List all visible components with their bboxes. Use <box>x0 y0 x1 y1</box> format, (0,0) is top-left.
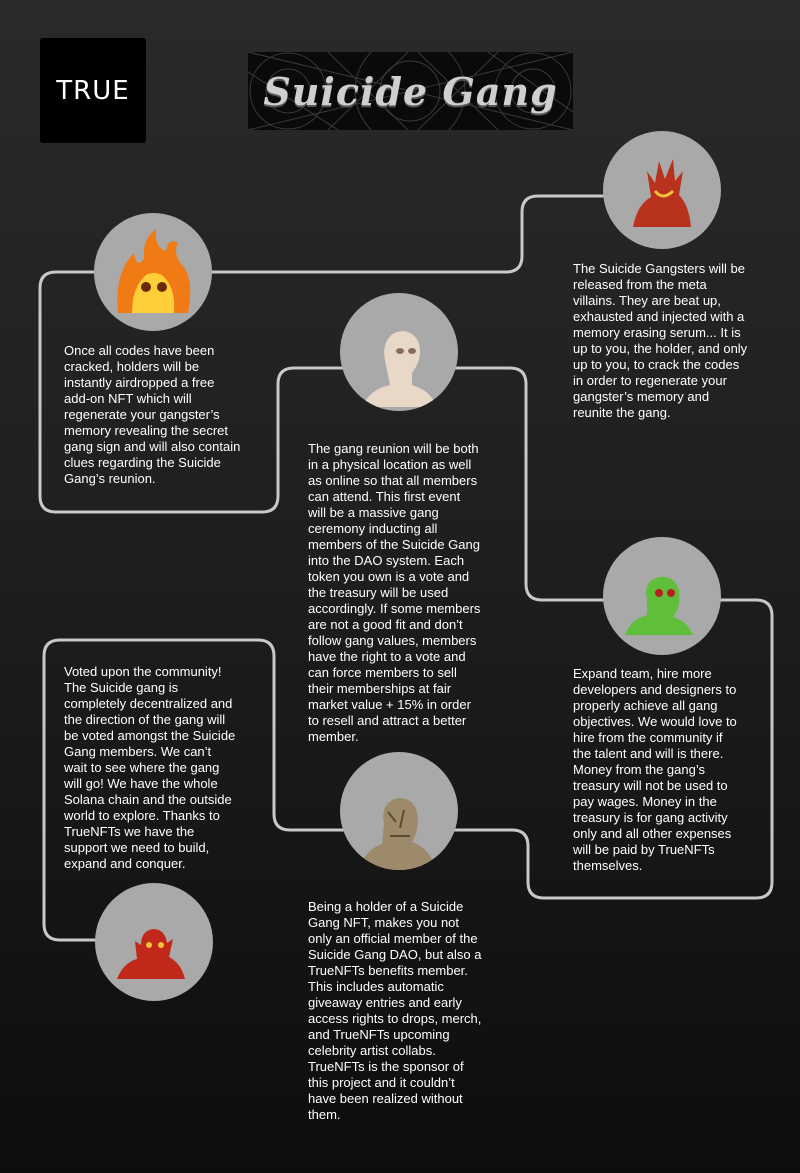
red-devil-head-icon <box>117 929 185 979</box>
roadmap-step-6-text: Voted upon the community! The Suicide ga… <box>64 664 236 871</box>
rock-creature-head-icon <box>360 798 436 870</box>
pale-alien-head-icon <box>362 331 436 407</box>
roadmap-step-4-text: Expand team, hire more developers and de… <box>573 666 737 873</box>
banner-title: Suicide Gang <box>263 68 558 114</box>
roadmap-step-3-text: The gang reunion will be both in a physi… <box>308 441 481 744</box>
roadmap-node-4-avatar <box>603 537 721 655</box>
suicide-gang-banner: Suicide Gang <box>248 52 573 130</box>
roadmap-node-3-avatar <box>340 293 458 411</box>
roadmap-node-1-avatar <box>603 131 721 249</box>
roadmap-node-6-avatar <box>95 883 213 1001</box>
true-logo: TRUE <box>40 38 146 143</box>
flaming-skull-icon <box>117 229 191 313</box>
roadmap-node-2-avatar <box>94 213 212 331</box>
roadmap-step-5-text: Being a holder of a Suicide Gang NFT, ma… <box>308 899 482 1122</box>
green-alien-head-icon <box>625 576 693 635</box>
web-pattern-icon <box>248 52 573 130</box>
roadmap-step-2-text: Once all codes have been cracked, holder… <box>64 343 241 486</box>
roadmap-node-5-avatar <box>340 752 458 870</box>
red-demon-head-icon <box>633 159 691 227</box>
roadmap-step-1-text: The Suicide Gangsters will be released f… <box>573 261 748 420</box>
